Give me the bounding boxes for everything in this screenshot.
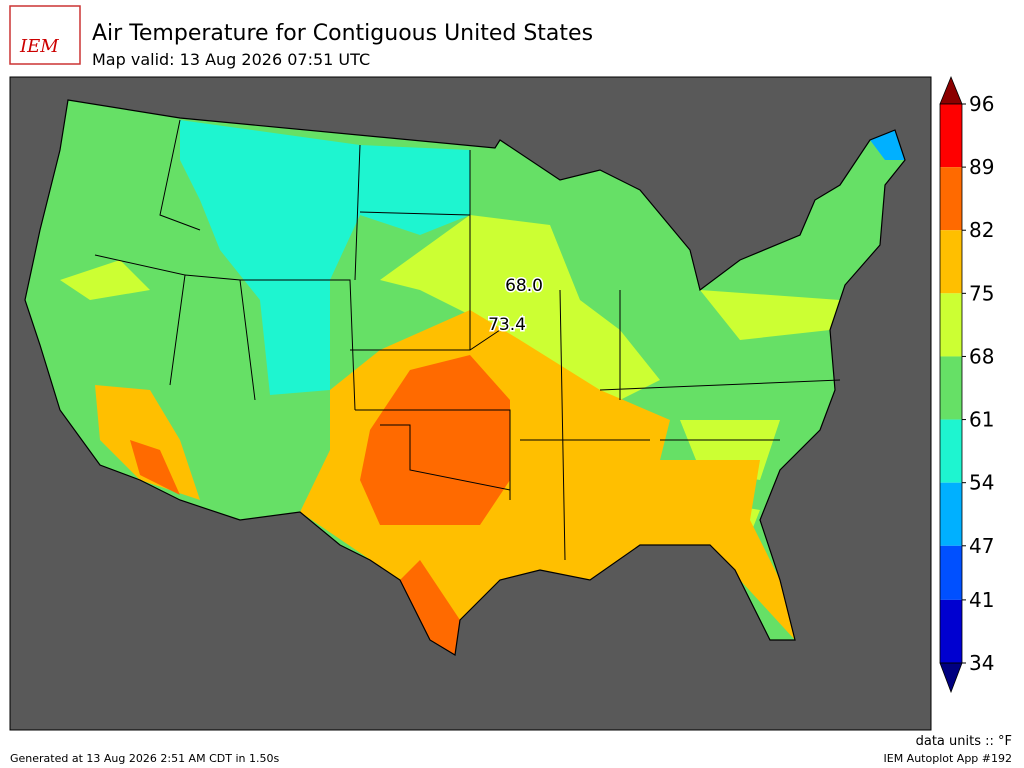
field-yellow [380,215,660,400]
field-orange-2 [95,385,200,500]
colorbar-under [939,662,963,694]
colorbar-frame [939,103,963,664]
colorbar-tick-label: 82 [969,218,994,242]
colorbar-segment [940,482,962,546]
field-teal [180,120,470,395]
colorbar-segment [940,356,962,420]
colorbar-tick-label: 47 [969,534,994,558]
colorbar-tick-label: 34 [969,651,994,675]
colorbar-tick-label: 68 [969,344,994,368]
colorbar-segment [940,167,962,231]
stations: 68.0 73.4 [487,275,545,337]
logo-frame [9,5,81,65]
app-note: IEM Autoplot App #192 [884,752,1013,765]
subtitle: Map valid: 13 Aug 2026 07:51 UTC [92,50,370,69]
field-yellow-2 [60,260,840,560]
logo: IEM [9,5,81,65]
colorbar-segment [940,419,962,483]
title: Air Temperature for Contiguous United St… [92,21,593,46]
colorbar-tick-label: 96 [969,92,994,116]
colorbar-over [939,75,963,105]
colorbar-segment [940,293,962,357]
colorbar: 96 89 82 75 68 61 54 47 41 34 [939,75,994,694]
colorbar-tick-label: 75 [969,281,994,305]
station-value: 68.0 [505,276,543,296]
colorbar-segment [940,545,962,600]
station-value: 73.4 [488,315,526,335]
logo-text: IEM [19,36,59,57]
state-lines [94,119,841,561]
colorbar-tick-label: 61 [969,408,994,432]
colorbar-segment [940,599,962,663]
generated-note: Generated at 13 Aug 2026 2:51 AM CDT in … [10,752,279,765]
colorbar-segment [940,104,962,168]
colorbar-tick-label: 41 [969,588,994,612]
colorbar-tick-label: 89 [969,155,994,179]
colorbar-tick-label: 54 [969,471,994,495]
field-blue [870,130,905,160]
units-label: data units :: °F [916,734,1012,749]
colorbar-segment [940,230,962,294]
